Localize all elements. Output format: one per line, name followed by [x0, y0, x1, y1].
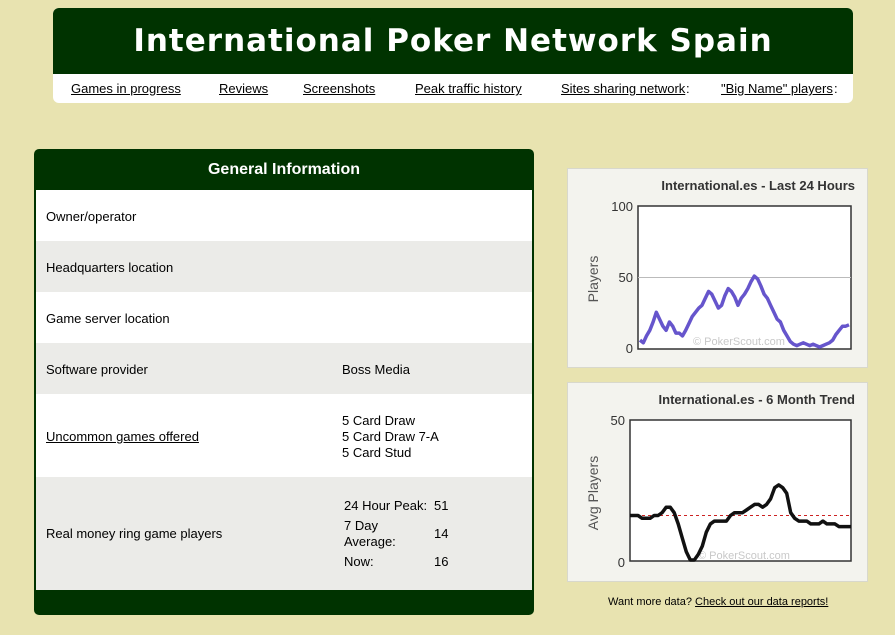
avg-label-line1: 7 Day	[344, 518, 378, 533]
y-tick-label: 50	[611, 413, 625, 428]
nav-sites-sharing-network[interactable]: Sites sharing network	[561, 81, 686, 96]
nav-screenshots[interactable]: Screenshots	[303, 81, 376, 96]
row-headquarters: Headquarters location	[36, 241, 532, 292]
headquarters-label: Headquarters location	[46, 260, 174, 275]
series-line	[638, 274, 850, 349]
plot-area	[629, 419, 852, 562]
site-header: International Poker Network Spain Games …	[53, 8, 853, 103]
nav-big-name-players[interactable]: "Big Name" players	[721, 81, 833, 96]
y-tick-label: 0	[618, 555, 625, 570]
y-tick-label: 50	[619, 270, 633, 285]
row-uncommon-games: Uncommon games offered 5 Card Draw 5 Car…	[36, 394, 532, 477]
general-info-panel: General Information Owner/operator Headq…	[34, 149, 534, 615]
peak-label: 24 Hour Peak:	[344, 498, 428, 513]
header-banner: International Poker Network Spain	[53, 8, 853, 74]
uncommon-game-item: 5 Card Draw 7-A	[342, 429, 439, 444]
chart-6-month-trend: International.es - 6 Month Trend Avg Pla…	[567, 382, 868, 582]
now-value: 16	[434, 554, 449, 569]
general-info-table: Owner/operator Headquarters location Gam…	[36, 190, 532, 590]
avg-value: 14	[434, 526, 449, 541]
general-info-title: General Information	[207, 160, 361, 178]
row-software: Software provider Boss Media	[36, 343, 532, 394]
y-axis-label: Avg Players	[585, 456, 601, 530]
row-server: Game server location	[36, 292, 532, 343]
nav-separator: :	[686, 81, 690, 96]
series-line	[630, 483, 851, 562]
watermark: © PokerScout.com	[698, 550, 790, 562]
more-data-prefix: Want more data?	[608, 596, 692, 608]
nav-separator: :	[834, 81, 838, 96]
owner-label: Owner/operator	[46, 209, 137, 224]
uncommon-game-item: 5 Card Stud	[342, 445, 412, 460]
more-data-text: Want more data? Check out our data repor…	[608, 596, 828, 608]
y-tick-label: 0	[626, 341, 633, 356]
software-value: Boss Media	[342, 362, 410, 377]
ring-players-label: Real money ring game players	[46, 526, 223, 541]
watermark: © PokerScout.com	[693, 336, 785, 348]
data-reports-link[interactable]: Check out our data reports!	[695, 596, 829, 608]
y-tick-label: 100	[611, 199, 633, 214]
y-axis-label: Players	[585, 256, 601, 303]
chart-24-hours: International.es - Last 24 Hours Players…	[567, 168, 868, 368]
nav-games-in-progress[interactable]: Games in progress	[71, 81, 181, 96]
nav-bar: Games in progress Reviews Screenshots Pe…	[53, 74, 853, 103]
uncommon-games-link[interactable]: Uncommon games offered	[46, 429, 199, 444]
chart-title: International.es - 6 Month Trend	[658, 392, 855, 407]
avg-label-line2: Average:	[344, 534, 396, 549]
chart-6-month-svg: Avg Players 0 50 © PokerScout.com	[585, 413, 852, 570]
nav-reviews[interactable]: Reviews	[219, 81, 269, 96]
chart-24-hours-svg: Players 0 50 100 © PokerScout.com	[585, 199, 852, 356]
row-owner: Owner/operator	[36, 190, 532, 241]
now-label: Now:	[344, 554, 374, 569]
nav-peak-traffic-history[interactable]: Peak traffic history	[415, 81, 522, 96]
uncommon-game-item: 5 Card Draw	[342, 413, 415, 428]
server-label: Game server location	[46, 311, 170, 326]
software-label: Software provider	[46, 362, 148, 377]
chart-title: International.es - Last 24 Hours	[661, 178, 855, 193]
row-ring-players: Real money ring game players 24 Hour Pea…	[36, 477, 532, 590]
site-title: International Poker Network Spain	[133, 23, 773, 59]
peak-value: 51	[434, 498, 449, 513]
